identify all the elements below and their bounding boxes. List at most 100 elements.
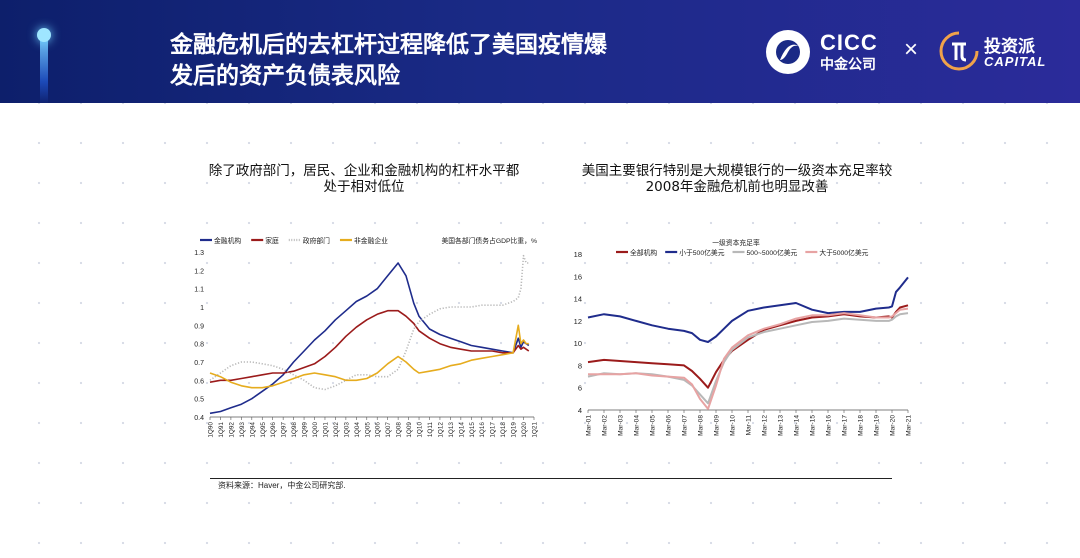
x-tick-label: Mar-20 bbox=[890, 415, 897, 436]
decorative-glow-dot bbox=[37, 28, 51, 42]
x-tick-label: Mar-14 bbox=[794, 415, 801, 436]
x-tick-label: Mar-17 bbox=[842, 415, 849, 436]
page-title-line-1: 金融危机后的去杠杆过程降低了美国疫情爆 bbox=[170, 32, 607, 58]
right-chart-heading-line-1: 美国主要银行特别是大规模银行的一级资本充足率较 bbox=[581, 163, 893, 179]
header-banner: 金融危机后的去杠杆过程降低了美国疫情爆 发后的资产负债表风险 CICC 中金公司… bbox=[0, 0, 1080, 103]
y-tick-label: 12 bbox=[574, 317, 582, 326]
x-tick-label: Mar-19 bbox=[874, 415, 881, 436]
series-line-2 bbox=[587, 276, 909, 343]
series-line-1 bbox=[587, 304, 909, 389]
x-tick-label: 1Q07 bbox=[385, 422, 392, 438]
right-chart-heading: 美国主要银行特别是大规模银行的一级资本充足率较 2008年金融危机前也明显改善 bbox=[556, 163, 918, 195]
x-tick-label: 1Q98 bbox=[291, 422, 298, 438]
x-tick-label: 1Q17 bbox=[490, 422, 497, 438]
x-tick-label: 1Q11 bbox=[427, 422, 434, 438]
x-tick-label: Mar-04 bbox=[634, 415, 641, 436]
x-tick-label: 1Q03 bbox=[343, 422, 350, 438]
x-tick-label: 1Q14 bbox=[458, 422, 465, 438]
series-line-3 bbox=[209, 254, 529, 391]
x-tick-label: 1Q18 bbox=[500, 422, 507, 438]
x-tick-label: Mar-09 bbox=[714, 415, 721, 436]
source-note: 资料来源：Haver，中金公司研究部. bbox=[218, 481, 346, 490]
x-tick-label: 1Q13 bbox=[448, 422, 455, 438]
x-tick-label: 1Q10 bbox=[417, 422, 424, 438]
x-tick-label: 1Q12 bbox=[437, 422, 444, 438]
x-tick-label: Mar-21 bbox=[906, 415, 913, 436]
x-tick-label: Mar-10 bbox=[730, 415, 737, 436]
legend-label-1: 金融机构 bbox=[214, 236, 241, 245]
series-line-2 bbox=[209, 309, 530, 383]
y-tick-label: 10 bbox=[574, 339, 582, 348]
x-tick-label: Mar-08 bbox=[698, 415, 705, 436]
x-tick-label: Mar-11 bbox=[746, 415, 753, 436]
x-tick-label: 1Q93 bbox=[239, 422, 246, 438]
x-tick-label: 1Q20 bbox=[521, 422, 528, 438]
legend-label-3: 政府部门 bbox=[303, 236, 330, 245]
x-tick-label: 1Q92 bbox=[228, 422, 235, 438]
cicc-logo-cn: 中金公司 bbox=[820, 56, 876, 72]
series-line-3 bbox=[587, 312, 909, 405]
x-tick-label: Mar-18 bbox=[858, 415, 865, 436]
logo-group: CICC 中金公司 × 投资派 CAPITAL bbox=[766, 28, 1066, 76]
x-tick-label: 1Q08 bbox=[396, 422, 403, 438]
legend-label-2: 小于500亿美元 bbox=[679, 248, 725, 257]
x-tick-label: 1Q04 bbox=[354, 422, 361, 438]
y-tick-label: 1.2 bbox=[194, 268, 204, 275]
left-chart-heading-line-1: 除了政府部门，居民、企业和金融机构的杠杆水平都 bbox=[208, 163, 520, 179]
chart-inner-title: 一级资本充足率 bbox=[712, 238, 760, 247]
y-tick-label: 1.3 bbox=[194, 250, 204, 257]
x-tick-label: Mar-12 bbox=[762, 415, 769, 436]
x-tick-label: 1Q90 bbox=[208, 422, 215, 438]
partner-logo-icon bbox=[938, 30, 980, 72]
decorative-beam bbox=[40, 30, 48, 103]
page-title-line-2: 发后的资产负债表风险 bbox=[170, 63, 400, 89]
x-tick-label: Mar-07 bbox=[682, 415, 689, 436]
x-tick-label: 1Q05 bbox=[364, 422, 371, 438]
x-tick-label: 1Q06 bbox=[375, 422, 382, 438]
content-area bbox=[0, 103, 1080, 558]
y-tick-label: 0.5 bbox=[194, 397, 204, 404]
x-tick-label: Mar-15 bbox=[810, 415, 817, 436]
x-tick-label: Mar-16 bbox=[826, 415, 833, 436]
x-tick-label: 1Q02 bbox=[333, 422, 340, 438]
x-tick-label: Mar-03 bbox=[618, 415, 625, 436]
x-tick-label: 1Q95 bbox=[260, 422, 267, 438]
y-tick-label: 0.6 bbox=[194, 378, 204, 385]
x-tick-label: 1Q00 bbox=[312, 422, 319, 438]
x-tick-label: 1Q91 bbox=[218, 422, 225, 438]
legend-label-3: 500~5000亿美元 bbox=[747, 248, 798, 257]
x-tick-label: Mar-05 bbox=[650, 415, 657, 436]
x-tick-label: Mar-02 bbox=[602, 415, 609, 436]
y-tick-label: 0.7 bbox=[194, 360, 204, 367]
y-tick-label: 1.1 bbox=[194, 287, 204, 294]
legend-label-4: 大于5000亿美元 bbox=[819, 248, 868, 257]
x-tick-label: Mar-06 bbox=[666, 415, 673, 436]
partner-logo-cn: 投资派 bbox=[984, 37, 1035, 56]
left-chart-heading-line-2: 处于相对低位 bbox=[323, 179, 405, 195]
legend-label-1: 全部机构 bbox=[630, 248, 657, 257]
y-tick-label: 0.8 bbox=[194, 342, 204, 349]
y-tick-label: 0.4 bbox=[194, 415, 204, 422]
x-tick-label: 1Q94 bbox=[249, 422, 256, 438]
x-tick-label: Mar-01 bbox=[586, 415, 593, 436]
partner-logo-en: CAPITAL bbox=[984, 54, 1047, 69]
cicc-logo-en: CICC bbox=[820, 30, 878, 55]
y-tick-label: 18 bbox=[574, 250, 582, 259]
y-tick-label: 14 bbox=[574, 295, 582, 304]
x-tick-label: 1Q19 bbox=[511, 422, 518, 438]
y-tick-label: 0.9 bbox=[194, 323, 204, 330]
series-line-4 bbox=[588, 307, 909, 410]
series-line-4 bbox=[209, 324, 529, 389]
left-chart-heading: 除了政府部门，居民、企业和金融机构的杠杆水平都 处于相对低位 bbox=[178, 163, 550, 195]
debt-to-gdp-chart: 0.4 0.5 0.6 0.7 0.8 0.9 1 1.1 1.2 1.3 1Q90 1Q91 1Q92… bbox=[194, 236, 538, 438]
x-tick-label: 1Q97 bbox=[281, 422, 288, 438]
right-chart-heading-line-2: 2008年金融危机前也明显改善 bbox=[645, 179, 829, 195]
x-tick-label: 1Q16 bbox=[479, 422, 486, 438]
x-tick-label: Mar-13 bbox=[778, 415, 785, 436]
cicc-logo-icon bbox=[766, 30, 810, 74]
source-divider bbox=[210, 478, 892, 479]
y-tick-label: 4 bbox=[578, 406, 582, 415]
chart-inner-title: 美国各部门债务占GDP比重，% bbox=[441, 236, 537, 245]
x-tick-label: 1Q09 bbox=[406, 422, 413, 438]
legend-label-4: 非金融企业 bbox=[354, 236, 388, 245]
